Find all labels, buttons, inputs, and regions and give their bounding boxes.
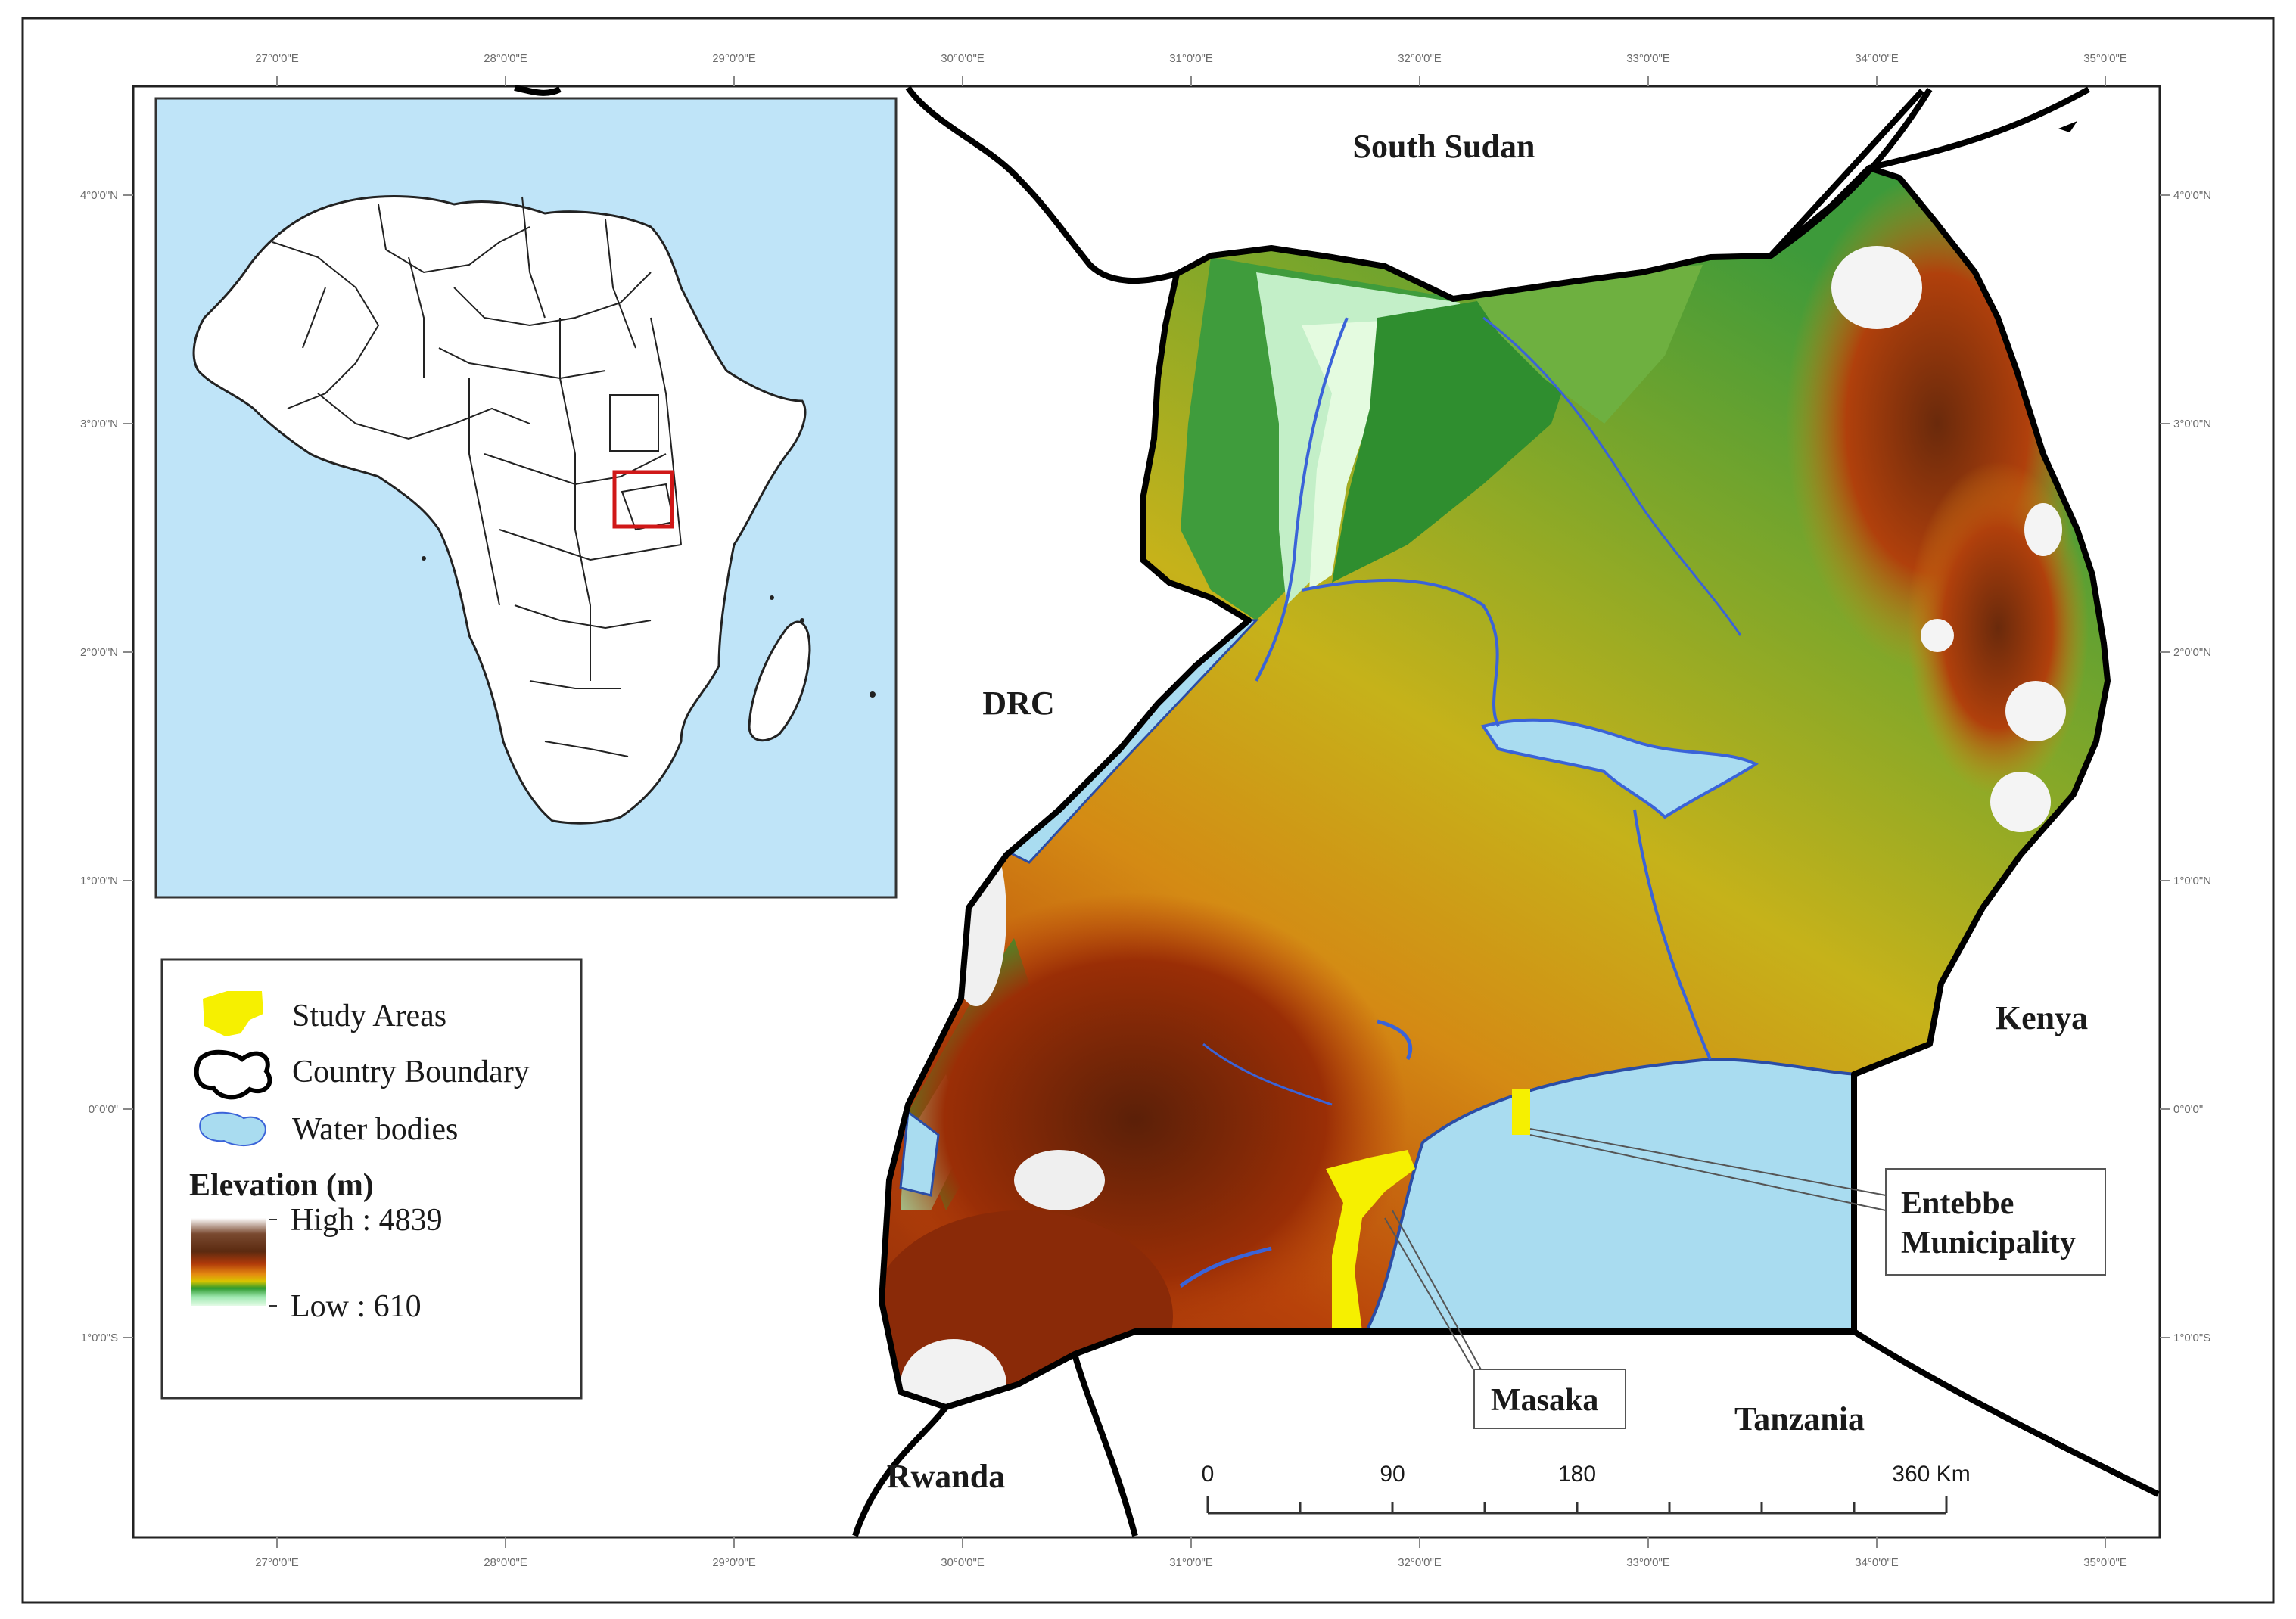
callout-entebbe-line1: Entebbe — [1901, 1186, 2014, 1221]
longitude-labels-bottom: 27°0'0"E 28°0'0"E 29°0'0"E 30°0'0"E 31°0'0"E… — [255, 1556, 2127, 1569]
lat-tick-label-left: 4°0'0"N — [80, 189, 118, 202]
lat-tick-label-right: 1°0'0"N — [2173, 875, 2211, 887]
lat-tick-label-left: 3°0'0"N — [80, 418, 118, 430]
lat-tick-label-right: 0°0'0" — [2173, 1103, 2203, 1116]
study-area-masaka — [1326, 1150, 1415, 1332]
legend-elevation-high: High : 4839 — [291, 1203, 443, 1238]
lon-tick-label-bottom: 34°0'0"E — [1855, 1556, 1899, 1569]
lon-tick-label-bottom: 27°0'0"E — [255, 1556, 299, 1569]
latitude-labels-left: 4°0'0"N 3°0'0"N 2°0'0"N 1°0'0"N 0°0'0" 1°0'0"… — [80, 189, 118, 1344]
scale-bar: 0 90 180 360 Km — [1202, 1462, 1971, 1515]
lon-tick-label-top: 33°0'0"E — [1626, 52, 1670, 65]
lat-tick-label-left: 0°0'0" — [89, 1103, 118, 1116]
legend-water-bodies-label: Water bodies — [292, 1112, 458, 1147]
lon-tick-label-top: 35°0'0"E — [2083, 52, 2127, 65]
callout-masaka: Masaka — [1384, 1210, 1626, 1429]
lat-tick-label-left: 2°0'0"N — [80, 646, 118, 659]
label-rwanda: Rwanda — [887, 1458, 1006, 1495]
country-boundaries — [514, 85, 2160, 1537]
lon-tick-label-top: 31°0'0"E — [1169, 52, 1213, 65]
legend-elevation-ramp — [191, 1218, 266, 1306]
lon-tick-label-bottom: 31°0'0"E — [1169, 1556, 1213, 1569]
lon-tick-label-top: 29°0'0"E — [712, 52, 756, 65]
legend-study-areas-symbol — [203, 991, 263, 1036]
graticule-ticks — [123, 76, 2170, 1548]
legend-elevation-low: Low : 610 — [291, 1289, 422, 1324]
scale-label-0: 0 — [1202, 1462, 1215, 1487]
scale-label-90: 90 — [1380, 1462, 1405, 1487]
label-south-sudan: South Sudan — [1353, 128, 1535, 165]
latitude-labels-right: 4°0'0"N 3°0'0"N 2°0'0"N 1°0'0"N 0°0'0" 1°0'0"… — [2173, 189, 2211, 1344]
legend-country-boundary-label: Country Boundary — [292, 1055, 530, 1089]
legend-country-boundary-symbol — [194, 1049, 272, 1100]
lon-tick-label-top: 30°0'0"E — [941, 52, 985, 65]
lon-tick-label-bottom: 30°0'0"E — [941, 1556, 985, 1569]
study-area-entebbe — [1512, 1089, 1530, 1135]
lat-tick-label-right: 3°0'0"N — [2173, 418, 2211, 430]
inset-study-location-marker — [612, 470, 674, 529]
callout-entebbe-line2: Municipality — [1901, 1226, 2076, 1260]
lon-tick-label-top: 28°0'0"E — [484, 52, 527, 65]
legend: Study Areas Country Boundary Water bodie… — [160, 958, 583, 1400]
lon-tick-label-top: 27°0'0"E — [255, 52, 299, 65]
lon-tick-label-top: 32°0'0"E — [1398, 52, 1442, 65]
callout-masaka-label: Masaka — [1491, 1383, 1598, 1418]
label-drc: DRC — [982, 685, 1054, 722]
border-mark — [2058, 121, 2077, 132]
lat-tick-label-right: 4°0'0"N — [2173, 189, 2211, 202]
africa-inset — [154, 97, 898, 899]
label-kenya: Kenya — [1996, 999, 2088, 1036]
scale-label-180: 180 — [1558, 1462, 1596, 1487]
lon-tick-label-top: 34°0'0"E — [1855, 52, 1899, 65]
scale-label-360: 360 Km — [1892, 1462, 1970, 1487]
lat-tick-label-left: 1°0'0"S — [81, 1332, 118, 1344]
legend-study-areas-label: Study Areas — [292, 999, 446, 1033]
legend-elevation-title: Elevation (m) — [189, 1168, 374, 1203]
lon-tick-label-bottom: 32°0'0"E — [1398, 1556, 1442, 1569]
lat-tick-label-right: 1°0'0"S — [2173, 1332, 2210, 1344]
callout-entebbe: Entebbe Municipality — [1529, 1128, 2106, 1276]
lat-tick-label-right: 2°0'0"N — [2173, 646, 2211, 659]
label-tanzania: Tanzania — [1734, 1400, 1865, 1437]
lat-tick-label-left: 1°0'0"N — [80, 875, 118, 887]
lon-tick-label-bottom: 33°0'0"E — [1626, 1556, 1670, 1569]
lon-tick-label-bottom: 35°0'0"E — [2083, 1556, 2127, 1569]
legend-water-bodies-symbol — [199, 1111, 266, 1147]
longitude-labels-top: 27°0'0"E 28°0'0"E 29°0'0"E 30°0'0"E 31°0'0"E… — [255, 52, 2127, 65]
lon-tick-label-bottom: 28°0'0"E — [484, 1556, 527, 1569]
lon-tick-label-bottom: 29°0'0"E — [712, 1556, 756, 1569]
